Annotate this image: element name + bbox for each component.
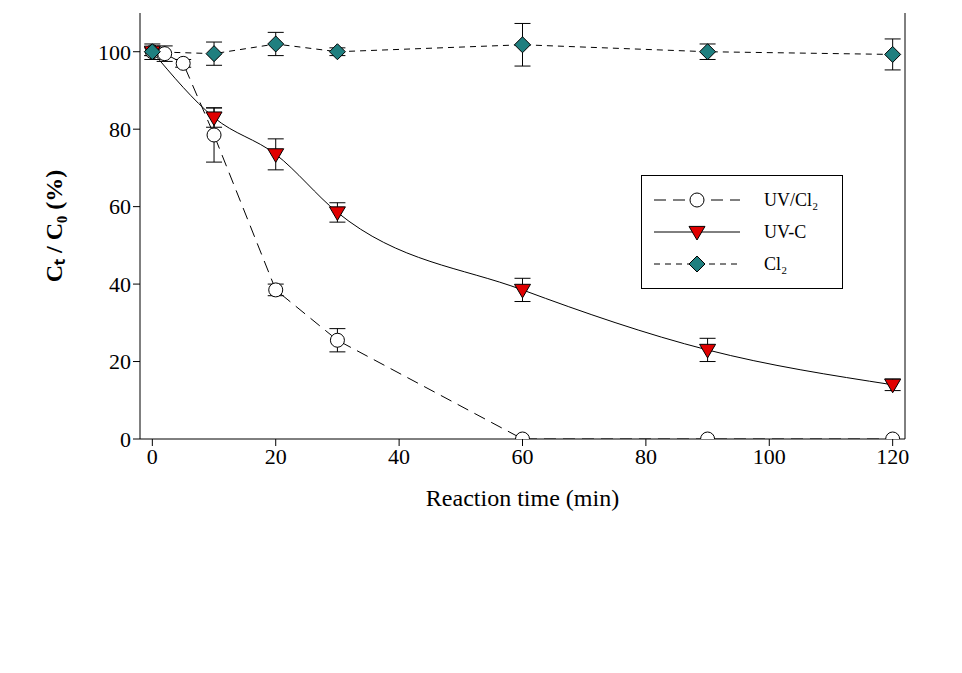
html-text:Cl₂: Cl₂ bbox=[764, 253, 788, 274]
svg-text:0: 0 bbox=[120, 427, 131, 452]
svg-text:40: 40 bbox=[388, 444, 410, 469]
svg-text:80: 80 bbox=[635, 444, 657, 469]
svg-text:0: 0 bbox=[147, 444, 158, 469]
svg-text:100: 100 bbox=[753, 444, 786, 469]
svg-text:100: 100 bbox=[98, 40, 131, 65]
svg-text:120: 120 bbox=[876, 444, 909, 469]
html-text:UV/Cl₂: UV/Cl₂ bbox=[764, 189, 819, 210]
svg-text:60: 60 bbox=[512, 444, 534, 469]
svg-text:Reaction time (min): Reaction time (min) bbox=[426, 485, 619, 511]
html-text:UV-C: UV-C bbox=[764, 221, 807, 242]
svg-text:20: 20 bbox=[109, 349, 131, 374]
svg-text:80: 80 bbox=[109, 117, 131, 142]
svg-text:Cₜ / C₀ (%): Cₜ / C₀ (%) bbox=[41, 170, 67, 283]
svg-text:60: 60 bbox=[109, 194, 131, 219]
svg-text:20: 20 bbox=[265, 444, 287, 469]
svg-text:40: 40 bbox=[109, 272, 131, 297]
